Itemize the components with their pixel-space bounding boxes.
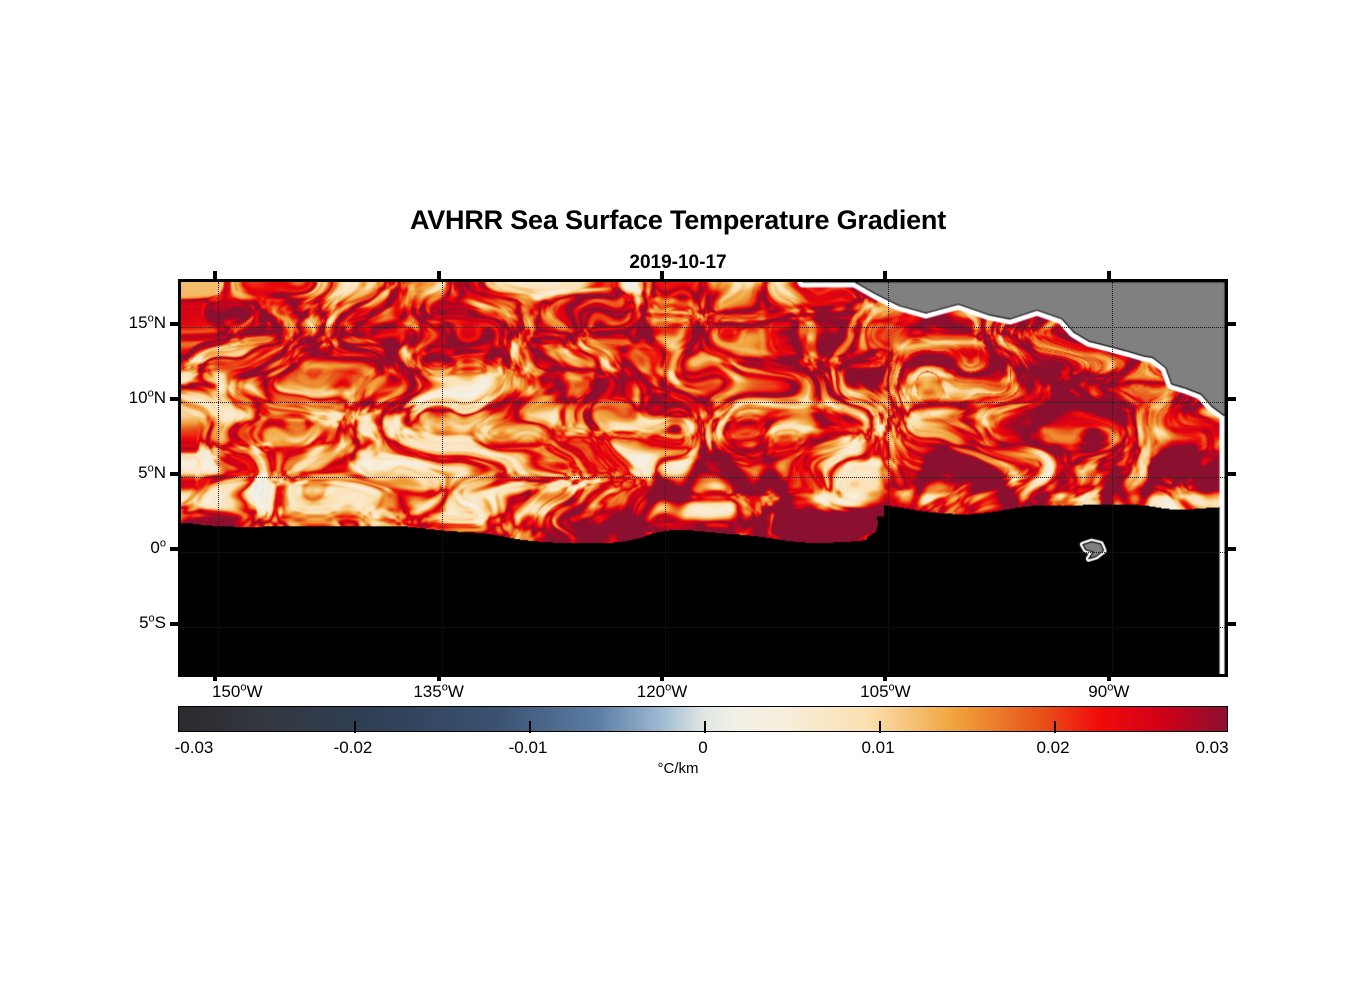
y-tick-label: 10oN (128, 387, 166, 408)
chart-subtitle: 2019-10-17 (629, 252, 727, 273)
colorbar-tick-mark (1054, 721, 1056, 733)
colorbar-tick-label: -0.01 (508, 738, 548, 757)
x-tick-mark (1106, 271, 1111, 282)
x-tick-label: 150oW (211, 681, 263, 701)
colorbar-tick-label: 0.02 (1036, 738, 1070, 757)
colorbar-unit-label: °C/km (657, 760, 699, 777)
y-tick-mark (1225, 322, 1236, 327)
x-tick-label: 120oW (636, 681, 688, 701)
x-tick-label: 105oW (860, 681, 911, 701)
x-tick-mark (436, 670, 441, 681)
y-tick-mark (1225, 472, 1236, 477)
sst-gradient-heatmap (181, 282, 1225, 674)
y-tick-mark (170, 622, 181, 627)
x-tick-label: 90oW (1088, 681, 1130, 701)
x-tick-mark (660, 670, 665, 681)
x-tick-mark (883, 670, 888, 681)
colorbar-gradient (179, 707, 1227, 731)
x-tick-mark (883, 271, 888, 282)
colorbar-tick-mark (529, 721, 531, 733)
x-tick-mark (213, 271, 218, 282)
y-tick-label: 15oN (128, 312, 166, 333)
y-tick-mark (170, 472, 181, 477)
x-tick-mark (436, 271, 441, 282)
y-tick-label: 0o (150, 537, 166, 558)
y-tick-mark (170, 547, 181, 552)
x-tick-mark (213, 670, 218, 681)
x-tick-mark (1106, 670, 1111, 681)
y-tick-mark (170, 322, 181, 327)
colorbar-tick-label: -0.03 (174, 738, 214, 757)
y-tick-mark (1225, 622, 1236, 627)
y-tick-mark (1225, 397, 1236, 402)
colorbar-tick-label: 0.03 (1195, 738, 1229, 757)
colorbar-tick-label: 0.01 (861, 738, 895, 757)
y-tick-mark (1225, 547, 1236, 552)
map-axes (178, 279, 1228, 677)
colorbar-tick-mark (879, 721, 881, 733)
colorbar-tick-label: 0 (698, 738, 708, 757)
y-tick-label: 5oS (139, 612, 166, 633)
y-tick-label: 5oN (138, 462, 166, 483)
x-tick-label: 135oW (413, 681, 464, 701)
y-tick-mark (170, 397, 181, 402)
colorbar-tick-label: -0.02 (333, 738, 373, 757)
chart-title: AVHRR Sea Surface Temperature Gradient (409, 205, 947, 235)
colorbar-tick-mark (704, 721, 706, 733)
colorbar-tick-mark (354, 721, 356, 733)
colorbar (178, 706, 1228, 733)
x-tick-mark (660, 271, 665, 282)
